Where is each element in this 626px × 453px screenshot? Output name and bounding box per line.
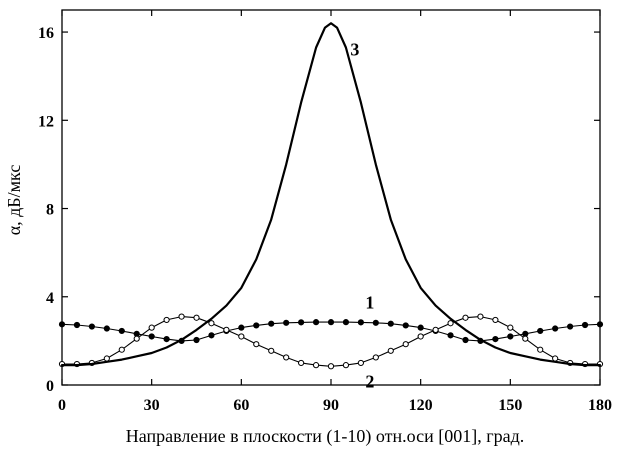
- series-1-point: [357, 319, 364, 326]
- series-1-point: [552, 325, 559, 332]
- series-2-point: [447, 320, 454, 327]
- series-1-point: [581, 321, 589, 329]
- series-1-point: [567, 323, 574, 330]
- series-3-line: [60, 22, 602, 367]
- series-2-point: [193, 314, 200, 321]
- plot-frame-layer: [61, 9, 601, 386]
- series-1-point: [118, 327, 125, 335]
- series-2-point: [357, 359, 364, 367]
- series-1-point: [283, 319, 290, 326]
- series-2-point: [163, 316, 170, 324]
- series-2-point: [238, 333, 245, 340]
- y-tick-label: 0: [46, 378, 54, 395]
- series-2-point: [477, 313, 484, 320]
- series-2-point: [552, 355, 559, 362]
- axis-ticks-layer: [61, 10, 601, 386]
- series-1-point: [342, 319, 350, 326]
- series-2-point: [268, 347, 275, 354]
- series-2-point: [312, 362, 320, 369]
- plot-border: [61, 9, 601, 386]
- series-2-label: 2: [365, 372, 374, 392]
- x-axis-title: Направление в плоскости (1-10) отн.оси […: [126, 426, 525, 447]
- x-tick-label: 120: [409, 397, 433, 414]
- series-1-point: [537, 327, 544, 335]
- x-tick-label: 90: [323, 397, 339, 414]
- series-2-point: [537, 346, 544, 353]
- y-tick-label: 12: [38, 113, 54, 130]
- x-tick-label: 0: [58, 397, 66, 414]
- series-2-point: [103, 355, 110, 362]
- series-2-point: [253, 341, 260, 348]
- series-2-point: [342, 362, 350, 369]
- series-2-point: [283, 354, 290, 361]
- x-tick-label: 150: [498, 397, 522, 414]
- series-1-point: [447, 332, 454, 339]
- series-1-point: [507, 333, 514, 340]
- series-1-point: [387, 320, 394, 327]
- series-2-point: [417, 333, 424, 340]
- series-1-point: [268, 320, 275, 327]
- series-2-point: [298, 359, 305, 367]
- y-tick-label: 16: [38, 25, 54, 42]
- series-1-point: [417, 324, 424, 331]
- series-1-point: [402, 322, 409, 329]
- series-2-point: [223, 326, 230, 333]
- series-1-point: [103, 325, 110, 332]
- series-1-point: [208, 332, 215, 339]
- y-axis-title: α, дБ/мкс: [4, 165, 24, 236]
- series-2-point: [327, 363, 335, 370]
- series-2-point: [133, 335, 140, 342]
- series-1-point: [462, 336, 469, 344]
- series-1-point: [327, 319, 335, 326]
- series-2-point: [432, 326, 439, 333]
- series-1-point: [298, 319, 305, 326]
- series-2-point: [387, 347, 394, 354]
- series-1-point: [73, 321, 81, 329]
- series-2-point: [492, 316, 499, 324]
- series-2-point: [402, 341, 409, 348]
- series-1-point: [163, 336, 170, 343]
- series-1-point: [492, 336, 499, 343]
- x-tick-label: 60: [233, 397, 249, 414]
- series-2-point: [522, 335, 529, 342]
- series-1-point: [88, 323, 95, 330]
- series-1-point: [253, 322, 260, 329]
- series-2-point: [372, 354, 379, 361]
- series-layer: [58, 22, 604, 370]
- x-tick-label: 180: [588, 397, 612, 414]
- series-2-point: [178, 313, 185, 320]
- series-1-label: 1: [365, 293, 374, 313]
- series-2-point: [462, 314, 469, 321]
- series-1-point: [596, 321, 604, 328]
- y-tick-label: 8: [46, 202, 54, 219]
- series-1-point: [372, 319, 379, 326]
- series-1-point: [148, 333, 155, 340]
- series-2-point: [208, 320, 215, 327]
- series-2-point: [118, 346, 125, 353]
- series-2-point: [507, 324, 514, 331]
- series-1-point: [238, 324, 245, 331]
- series-3-label: 3: [350, 40, 359, 60]
- series-1-point: [312, 319, 320, 326]
- y-tick-label: 4: [46, 290, 54, 307]
- series-1-point: [193, 336, 200, 344]
- series-2-point: [148, 324, 155, 331]
- series-1-point: [58, 321, 66, 328]
- x-tick-label: 30: [144, 397, 160, 414]
